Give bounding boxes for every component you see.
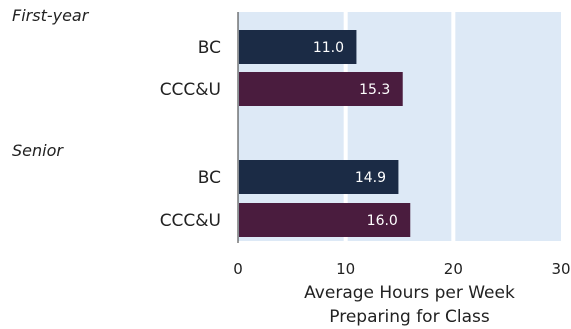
bar-value-label: 14.9: [355, 170, 386, 186]
bar: [239, 203, 411, 237]
category-label: BC: [198, 168, 221, 188]
group-label: First-year: [12, 6, 90, 25]
x-axis: 0 10 20 30: [233, 260, 570, 278]
group-label: Senior: [12, 141, 64, 160]
bar: [239, 72, 403, 106]
x-axis-title-line-2: Preparing for Class: [329, 307, 490, 327]
bar-value-label: 16.0: [367, 213, 398, 229]
category-label: BC: [198, 38, 221, 58]
gridline: [343, 12, 348, 241]
category-labels: First-year BC CCC&U Senior BC CCC&U: [12, 6, 221, 231]
x-tick-label: 20: [444, 260, 463, 278]
bar-value-label: 11.0: [313, 40, 344, 56]
x-axis-title-line-1: Average Hours per Week: [304, 283, 515, 303]
x-tick-label: 10: [336, 260, 355, 278]
x-tick-label: 0: [233, 260, 243, 278]
category-label: CCC&U: [160, 80, 221, 100]
bar: [239, 30, 357, 64]
gridline: [451, 12, 456, 241]
bar: [239, 160, 399, 194]
category-label: CCC&U: [160, 211, 221, 231]
bars: 11.0 15.3 14.9 16.0: [239, 30, 411, 237]
bar-value-label: 15.3: [359, 82, 390, 98]
x-tick-label: 30: [551, 260, 570, 278]
